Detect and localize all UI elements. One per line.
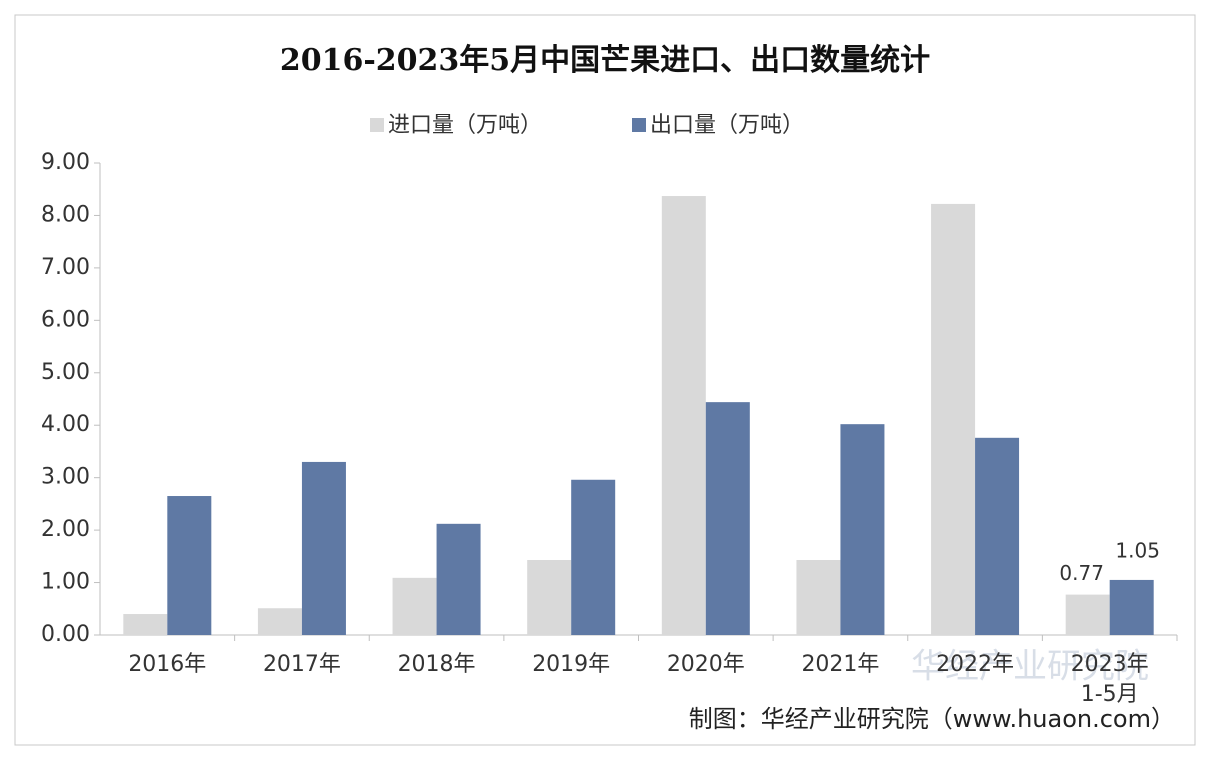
x-tick-label: 2018年 [398, 652, 476, 677]
bar [975, 437, 1020, 635]
y-tick-label: 7.00 [41, 255, 90, 280]
bar [571, 479, 616, 635]
bar [1109, 579, 1154, 635]
bar [167, 496, 212, 635]
bar [392, 577, 437, 635]
watermark: 华经产业研究院 [911, 647, 1149, 687]
x-tick-label: 2016年 [128, 652, 206, 677]
source-note: 制图：华经产业研究院（www.huaon.com） [689, 705, 1175, 733]
legend-label: 出口量（万吨） [650, 113, 804, 138]
y-tick-label: 3.00 [41, 465, 90, 490]
y-tick-label: 5.00 [41, 360, 90, 385]
y-tick-label: 0.00 [41, 622, 90, 647]
y-tick-label: 8.00 [41, 202, 90, 227]
bar [796, 560, 841, 635]
y-tick-label: 4.00 [41, 412, 90, 437]
x-tick-label: 2023年 1-5月 [1071, 652, 1149, 707]
x-tick-label: 2020年 [667, 652, 745, 677]
y-tick-label: 1.00 [41, 570, 90, 595]
bar [931, 203, 976, 635]
bar [301, 461, 346, 635]
bar [123, 614, 168, 635]
chart-title: 2016-2023年5月中国芒果进口、出口数量统计 [280, 43, 930, 78]
bar [1065, 594, 1110, 635]
legend-label: 进口量（万吨） [388, 113, 542, 138]
y-tick-label: 6.00 [41, 307, 90, 332]
x-tick-label: 2022年 [936, 652, 1014, 677]
data-label: 1.05 [1115, 538, 1160, 562]
data-label: 0.77 [1059, 561, 1104, 585]
x-tick-label: 2021年 [801, 652, 879, 677]
legend-swatch [632, 118, 646, 132]
legend-swatch [370, 118, 384, 132]
bar [527, 560, 572, 635]
y-tick-label: 2.00 [41, 517, 90, 542]
bar [705, 402, 750, 635]
bar [257, 608, 302, 635]
bar [436, 523, 481, 635]
bar [840, 424, 885, 635]
x-tick-label: 2017年 [263, 652, 341, 677]
bar [661, 196, 706, 636]
y-tick-label: 9.00 [41, 150, 90, 175]
x-tick-label: 2019年 [532, 652, 610, 677]
